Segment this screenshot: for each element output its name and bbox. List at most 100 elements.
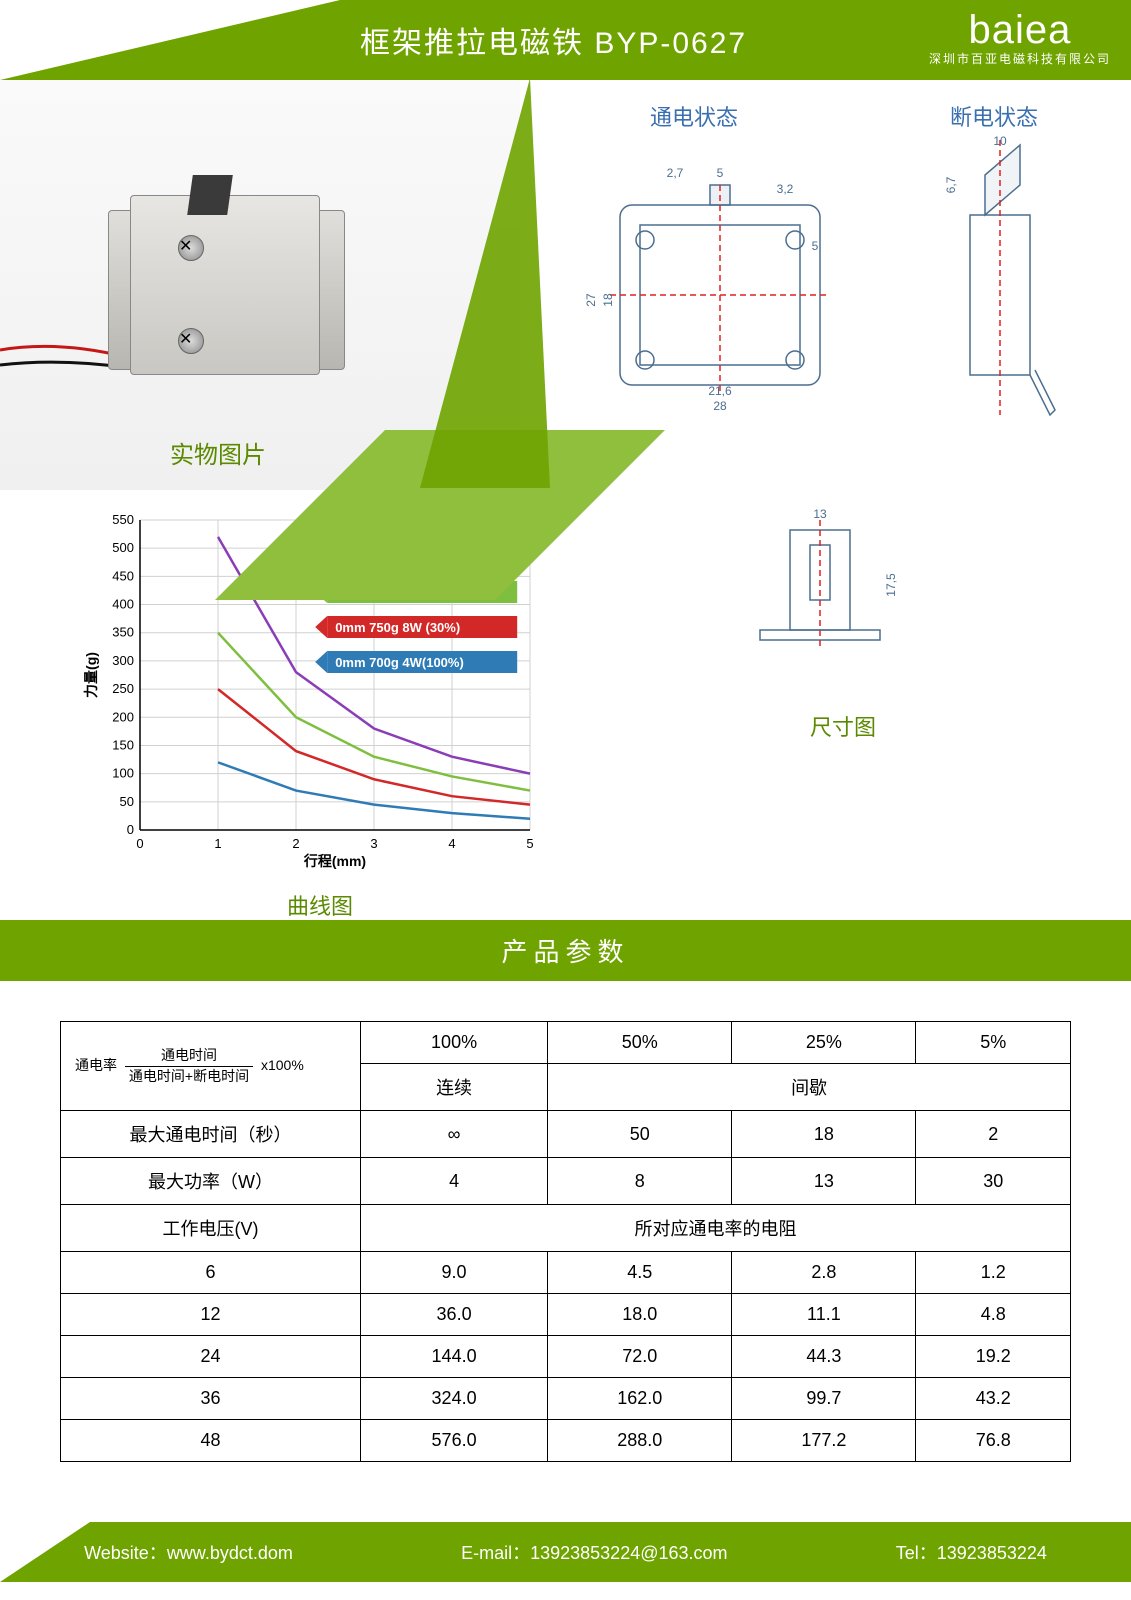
voltage-cell: 24: [61, 1336, 361, 1378]
table-row: 1236.018.011.14.8: [61, 1294, 1071, 1336]
footer-tel: Tel：13923853224: [896, 1539, 1047, 1565]
dim-label: 21,6: [708, 384, 732, 398]
svg-text:550: 550: [112, 512, 134, 527]
table-row: 24144.072.044.319.2: [61, 1336, 1071, 1378]
drawing-side: 13 17,5: [700, 490, 960, 690]
formula-top: 通电时间: [161, 1047, 217, 1063]
table-cell: 4: [361, 1158, 548, 1205]
table-cell: 所对应通电率的电阻: [361, 1205, 1071, 1252]
svg-text:0mm 750g 8W (30%): 0mm 750g 8W (30%): [335, 620, 460, 635]
table-cell: 连续: [361, 1064, 548, 1111]
table-cell: 99.7: [732, 1378, 916, 1420]
table-cell: 25%: [732, 1022, 916, 1064]
svg-text:100: 100: [112, 766, 134, 781]
screw-icon: ✕: [178, 235, 204, 261]
footer-website: Website：www.bydct.dom: [84, 1539, 293, 1565]
dimensions-title: 尺寸图: [810, 710, 876, 742]
table-cell: 4.5: [548, 1252, 732, 1294]
table-cell: 162.0: [548, 1378, 732, 1420]
svg-text:150: 150: [112, 737, 134, 752]
dim-label: 2,7: [667, 166, 684, 180]
footer-email: E-mail：13923853224@163.com: [461, 1539, 727, 1565]
svg-text:0mm 700g 4W(100%): 0mm 700g 4W(100%): [335, 655, 464, 670]
formula-bottom: 通电时间+断电时间: [125, 1066, 253, 1087]
voltage-cell: 48: [61, 1420, 361, 1462]
dim-label: 10: [993, 135, 1007, 148]
svg-text:200: 200: [112, 709, 134, 724]
table-cell: 间歇: [548, 1064, 1071, 1111]
table-cell: 2: [916, 1111, 1071, 1158]
table-cell: 44.3: [732, 1336, 916, 1378]
params-table: 通电率 通电时间 通电时间+断电时间 x100% 100% 50% 25% 5%…: [60, 1021, 1071, 1462]
table-row: 通电率 通电时间 通电时间+断电时间 x100% 100% 50% 25% 5%: [61, 1022, 1071, 1064]
footer-wedge: [0, 1522, 90, 1582]
row-label: 最大通电时间（秒）: [61, 1111, 361, 1158]
svg-text:350: 350: [112, 625, 134, 640]
website-value: www.bydct.dom: [167, 1543, 293, 1563]
table-cell: 72.0: [548, 1336, 732, 1378]
table-cell: 8: [548, 1158, 732, 1205]
svg-text:400: 400: [112, 597, 134, 612]
dim-label: 5: [717, 166, 724, 180]
dim-label: 17,5: [884, 573, 898, 597]
logo-text: baiea: [929, 10, 1111, 50]
table-row: 48576.0288.0177.276.8: [61, 1420, 1071, 1462]
svg-text:力量(g): 力量(g): [83, 652, 99, 698]
screw-icon: ✕: [178, 328, 204, 354]
email-label: E-mail：: [461, 1543, 530, 1563]
solenoid-body: [130, 195, 320, 375]
voltage-cell: 12: [61, 1294, 361, 1336]
technical-drawings: 通电状态 断电状态 5 2,7 3,2 5 27: [520, 80, 1131, 490]
top-section: ✕ ✕ 实物图片 通电状态 断电状态 5: [0, 80, 1131, 490]
formula-suffix: x100%: [261, 1057, 304, 1073]
table-cell: 18.0: [548, 1294, 732, 1336]
power-on-title: 通电状态: [650, 100, 738, 132]
table-cell: 30: [916, 1158, 1071, 1205]
table-cell: 43.2: [916, 1378, 1071, 1420]
dim-label: 5: [812, 239, 819, 253]
table-cell: 50: [548, 1111, 732, 1158]
table-cell: 13: [732, 1158, 916, 1205]
table-cell: 2.8: [732, 1252, 916, 1294]
table-cell: 177.2: [732, 1420, 916, 1462]
drawing-power-off: 10 6,7: [900, 135, 1080, 435]
row-label: 最大功率（W）: [61, 1158, 361, 1205]
voltage-cell: 36: [61, 1378, 361, 1420]
svg-text:0: 0: [136, 836, 143, 851]
mid-section: 050100150200250300350400450500550012345力…: [0, 490, 1131, 920]
email-value: 13923853224@163.com: [530, 1543, 727, 1563]
table-cell: 144.0: [361, 1336, 548, 1378]
tel-value: 13923853224: [937, 1543, 1047, 1563]
power-off-title: 断电状态: [950, 100, 1038, 132]
dim-label: 18: [601, 293, 615, 307]
table-cell: 9.0: [361, 1252, 548, 1294]
website-label: Website：: [84, 1543, 167, 1563]
svg-text:3: 3: [370, 836, 377, 851]
table-cell: 324.0: [361, 1378, 548, 1420]
table-cell: 5%: [916, 1022, 1071, 1064]
page-title: 框架推拉电磁铁 BYP-0627: [360, 18, 747, 62]
table-cell: 50%: [548, 1022, 732, 1064]
svg-text:450: 450: [112, 568, 134, 583]
svg-text:5: 5: [526, 836, 533, 851]
voltage-cell: 6: [61, 1252, 361, 1294]
table-cell: 576.0: [361, 1420, 548, 1462]
dim-label: 27: [584, 293, 598, 307]
svg-text:250: 250: [112, 681, 134, 696]
svg-text:50: 50: [120, 794, 134, 809]
table-cell: ∞: [361, 1111, 548, 1158]
table-cell: 18: [732, 1111, 916, 1158]
side-view-drawing: 13 17,5 尺寸图: [560, 510, 1131, 920]
header-wedge: [0, 0, 340, 80]
logo: baiea 深圳市百亚电磁科技有限公司: [929, 10, 1111, 67]
svg-text:500: 500: [112, 540, 134, 555]
table-cell: 36.0: [361, 1294, 548, 1336]
table-cell: 19.2: [916, 1336, 1071, 1378]
table-row: 最大功率（W） 4 8 13 30: [61, 1158, 1071, 1205]
svg-text:300: 300: [112, 653, 134, 668]
tel-label: Tel：: [896, 1543, 937, 1563]
dim-label: 6,7: [944, 176, 958, 193]
header-bar: 框架推拉电磁铁 BYP-0627 baiea 深圳市百亚电磁科技有限公司: [0, 0, 1131, 80]
footer-bar: Website：www.bydct.dom E-mail：13923853224…: [0, 1522, 1131, 1582]
svg-text:0: 0: [127, 822, 134, 837]
